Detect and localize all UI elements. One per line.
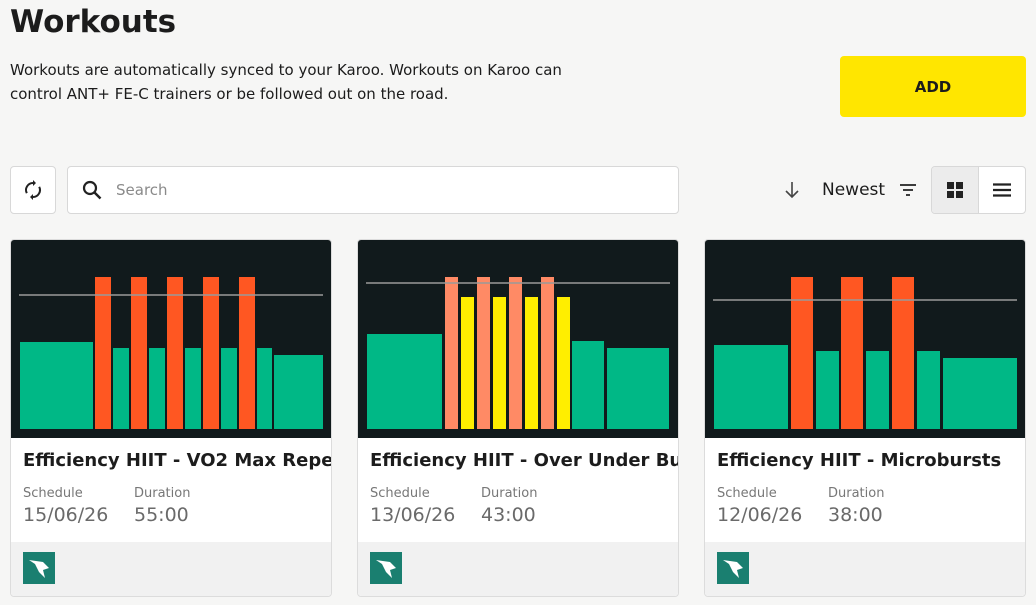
workout-preview — [705, 240, 1025, 438]
interval-bar — [149, 348, 165, 429]
page-title: Workouts — [10, 4, 177, 40]
list-view-button[interactable] — [979, 167, 1025, 213]
list-icon — [993, 183, 1011, 197]
workout-preview — [11, 240, 331, 438]
grid-icon — [947, 182, 963, 198]
interval-bar — [816, 351, 839, 429]
search-box[interactable]: Search — [67, 166, 679, 214]
schedule-label: Schedule — [370, 486, 430, 501]
source-icon — [370, 552, 402, 584]
interval-bar — [274, 355, 323, 429]
workout-name: Efficiency HIIT - VO2 Max Repe... — [23, 450, 332, 471]
interval-bar — [445, 277, 458, 429]
card-footer — [358, 542, 678, 596]
interval-bar — [221, 348, 237, 429]
schedule-label: Schedule — [23, 486, 83, 501]
source-icon — [23, 552, 55, 584]
interval-bar — [493, 297, 506, 429]
interval-bar — [892, 277, 914, 429]
schedule-value: 13/06/26 — [370, 504, 456, 526]
grid-view-button[interactable] — [932, 167, 979, 213]
add-button[interactable]: ADD — [840, 56, 1026, 117]
sort-control[interactable]: Newest — [782, 166, 917, 214]
interval-bar — [841, 277, 863, 429]
duration-value: 43:00 — [481, 504, 536, 526]
interval-bar — [714, 345, 788, 429]
interval-bar — [917, 351, 940, 429]
icon-glyph — [29, 560, 49, 578]
workout-card[interactable]: Efficiency HIIT - VO2 Max Repe... Schedul… — [10, 239, 332, 597]
interval-bar — [257, 348, 272, 429]
duration-label: Duration — [481, 486, 538, 501]
workout-preview — [358, 240, 678, 438]
interval-bar — [607, 348, 669, 429]
workout-card[interactable]: Efficiency HIIT - Over Under Bu... Schedu… — [357, 239, 679, 597]
workout-card[interactable]: Efficiency HIIT - Microbursts Schedule 12/… — [704, 239, 1026, 597]
interval-bar — [113, 348, 129, 429]
interval-bar — [509, 277, 522, 429]
interval-bar — [866, 351, 889, 429]
refresh-icon — [25, 180, 41, 200]
interval-bar — [185, 348, 201, 429]
icon-glyph — [723, 560, 743, 578]
schedule-label: Schedule — [717, 486, 777, 501]
refresh-button[interactable] — [10, 166, 56, 214]
sort-direction-icon — [785, 182, 799, 199]
description: Workouts are automatically synced to you… — [10, 61, 562, 103]
duration-label: Duration — [134, 486, 191, 501]
interval-bar — [20, 342, 93, 429]
interval-bar — [167, 277, 183, 429]
schedule-value: 15/06/26 — [23, 504, 109, 526]
icon-glyph — [376, 560, 396, 578]
interval-bar — [943, 358, 1017, 429]
filter-icon — [900, 184, 917, 196]
sort-label: Newest — [822, 180, 886, 200]
search-icon — [82, 180, 102, 200]
interval-bar — [541, 277, 554, 429]
workout-name: Efficiency HIIT - Over Under Bu... — [370, 450, 679, 471]
search-placeholder: Search — [116, 181, 168, 199]
interval-bar — [239, 277, 255, 429]
card-footer — [11, 542, 331, 596]
interval-bar — [95, 277, 111, 429]
source-icon — [717, 552, 749, 584]
interval-bar — [203, 277, 219, 429]
duration-value: 55:00 — [134, 504, 189, 526]
interval-bar — [525, 297, 538, 429]
interval-bar — [791, 277, 813, 429]
interval-bar — [367, 334, 442, 429]
duration-value: 38:00 — [828, 504, 883, 526]
interval-bar — [572, 341, 604, 429]
schedule-value: 12/06/26 — [717, 504, 803, 526]
interval-bar — [557, 297, 570, 429]
duration-label: Duration — [828, 486, 885, 501]
interval-bar — [131, 277, 147, 429]
interval-bar — [461, 297, 474, 429]
view-toggle — [931, 166, 1026, 214]
card-footer — [705, 542, 1025, 596]
workout-name: Efficiency HIIT - Microbursts — [717, 450, 1002, 471]
interval-bar — [477, 277, 490, 429]
